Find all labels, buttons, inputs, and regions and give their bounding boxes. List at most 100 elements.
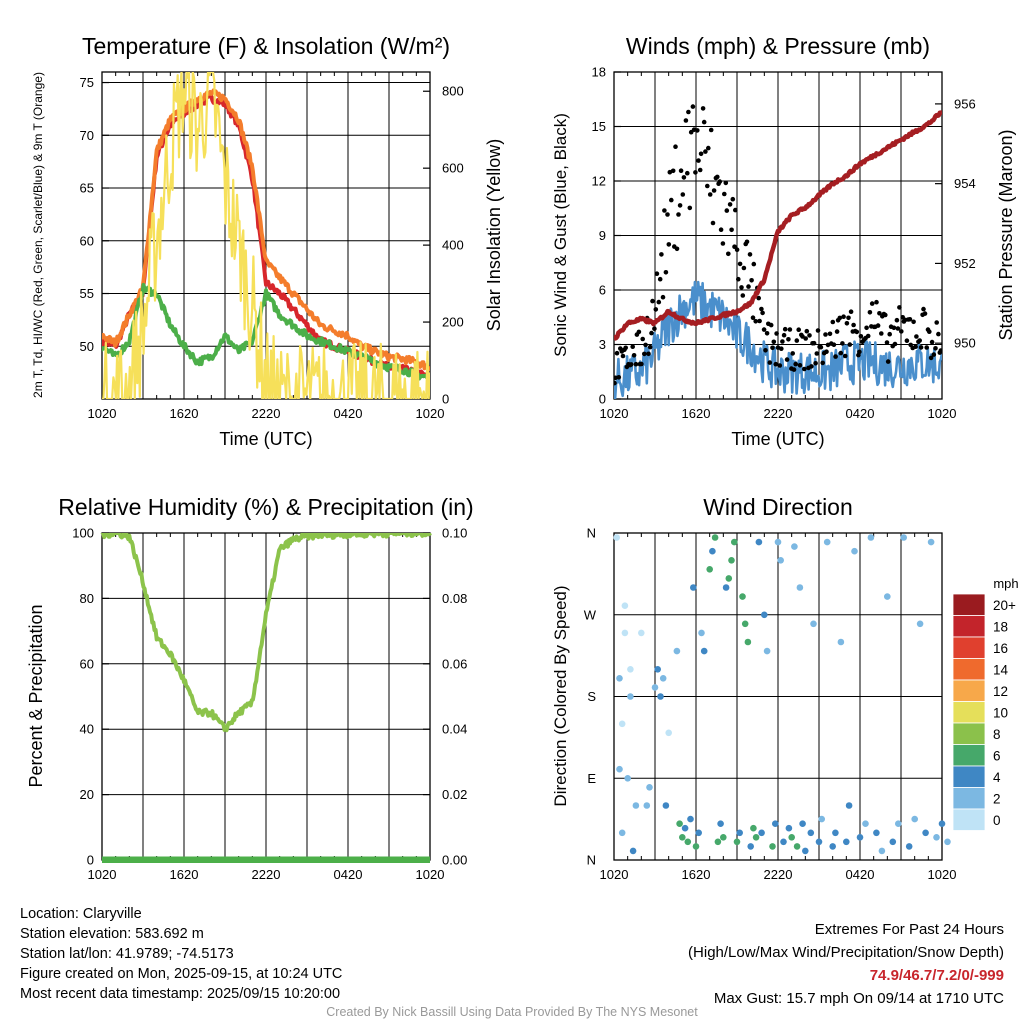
gust-point bbox=[899, 329, 904, 334]
direction-point bbox=[632, 802, 640, 809]
y-tick-label: 60 bbox=[80, 656, 94, 671]
gust-point bbox=[807, 333, 812, 338]
gust-point bbox=[847, 342, 853, 347]
gust-point bbox=[690, 104, 696, 109]
legend-label: 6 bbox=[993, 748, 1001, 763]
legend-swatch bbox=[952, 615, 986, 638]
gust-point bbox=[666, 242, 672, 247]
y-tick-label: 0 bbox=[87, 853, 94, 868]
chart-title: Wind Direction bbox=[703, 494, 853, 520]
gust-point bbox=[764, 331, 770, 336]
legend-swatch bbox=[952, 658, 986, 681]
gust-point bbox=[727, 202, 733, 207]
y2-tick-label: 200 bbox=[442, 315, 464, 330]
y-tick-label: 12 bbox=[592, 174, 606, 189]
direction-point bbox=[684, 838, 692, 846]
x-tick-label: 2220 bbox=[252, 867, 281, 882]
series-lines bbox=[614, 104, 942, 399]
gust-point bbox=[837, 315, 843, 321]
gust-point bbox=[673, 144, 678, 149]
gust-point bbox=[734, 247, 740, 252]
gust-point bbox=[929, 339, 935, 345]
gust-point bbox=[844, 321, 850, 326]
gust-point bbox=[680, 192, 686, 197]
y2-axis-label: Solar Insolation (Yellow) bbox=[484, 139, 504, 331]
direction-point bbox=[618, 829, 626, 837]
extremes-subheading: (High/Low/Max Wind/Precipitation/Snow De… bbox=[688, 944, 1004, 961]
station-info: Location: Claryville Station elevation: … bbox=[20, 904, 342, 1004]
gust-point bbox=[705, 183, 710, 189]
gust-point bbox=[931, 352, 937, 357]
legend-swatch bbox=[952, 722, 986, 745]
y-tick-label: W bbox=[584, 607, 597, 622]
legend-label: 18 bbox=[993, 619, 1008, 634]
humidity-precipitation-panel: 1020 1620 2220 0420 1020 Relative Humidity (%… bbox=[26, 494, 474, 882]
gust-point bbox=[804, 328, 810, 334]
direction-point bbox=[733, 838, 741, 846]
direction-point bbox=[722, 584, 730, 591]
gust-point bbox=[879, 331, 884, 336]
direction-point bbox=[867, 534, 875, 541]
direction-point bbox=[676, 820, 683, 827]
gust-point bbox=[784, 357, 790, 362]
gust-point bbox=[885, 359, 891, 364]
direction-point bbox=[621, 602, 629, 609]
gust-point bbox=[650, 298, 655, 304]
direction-point bbox=[761, 611, 768, 619]
gust-point bbox=[827, 331, 833, 337]
y-tick-label: 50 bbox=[80, 339, 94, 354]
direction-point bbox=[777, 557, 784, 564]
direction-point bbox=[679, 834, 686, 841]
gust-point bbox=[646, 351, 651, 357]
gust-point bbox=[811, 340, 817, 346]
gust-point bbox=[892, 341, 898, 347]
y-tick-label: 3 bbox=[599, 337, 606, 352]
gust-point bbox=[794, 338, 800, 343]
gust-point bbox=[830, 319, 836, 325]
direction-point bbox=[725, 575, 733, 582]
gust-point bbox=[674, 246, 680, 252]
y-tick-label: N bbox=[587, 853, 596, 868]
x-tick-label: 2220 bbox=[252, 406, 281, 421]
direction-point bbox=[785, 824, 793, 832]
gust-point bbox=[759, 306, 764, 312]
direction-point bbox=[646, 784, 653, 791]
gust-point bbox=[739, 285, 744, 290]
direction-point bbox=[772, 820, 779, 827]
legend-swatch bbox=[952, 701, 986, 724]
gust-point bbox=[733, 207, 738, 213]
legend-swatch bbox=[952, 808, 986, 831]
x-tick-label: 0420 bbox=[334, 406, 363, 421]
gust-point bbox=[614, 350, 620, 356]
gust-point bbox=[703, 149, 708, 154]
gust-point bbox=[687, 205, 693, 211]
y2-tick-label: 0.08 bbox=[442, 591, 467, 606]
gust-point bbox=[815, 328, 821, 333]
direction-point bbox=[799, 820, 806, 827]
series-line-station-pressure bbox=[614, 110, 942, 341]
direction-point bbox=[900, 534, 907, 541]
direction-point bbox=[747, 843, 754, 850]
direction-point bbox=[665, 729, 672, 737]
direction-point bbox=[938, 820, 946, 827]
x-tick-label: 1620 bbox=[682, 867, 711, 882]
chart-title: Winds (mph) & Pressure (mb) bbox=[626, 33, 930, 59]
gust-point bbox=[677, 203, 683, 208]
gust-point bbox=[729, 227, 734, 233]
direction-point bbox=[818, 815, 825, 823]
direction-point bbox=[796, 584, 804, 591]
gust-point bbox=[774, 331, 779, 336]
direction-point bbox=[662, 802, 670, 809]
gust-point bbox=[708, 127, 714, 133]
series-line-9m-t bbox=[102, 88, 430, 371]
series-line-sonic-wind bbox=[614, 280, 942, 399]
direction-point bbox=[837, 638, 845, 646]
legend-swatch bbox=[952, 636, 986, 659]
gust-point bbox=[630, 344, 635, 350]
direction-point bbox=[927, 538, 935, 546]
direction-point bbox=[845, 802, 853, 809]
chart-title: Temperature (F) & Insolation (W/m²) bbox=[82, 33, 450, 59]
legend-label: 20+ bbox=[993, 598, 1016, 613]
direction-point bbox=[815, 838, 823, 846]
gust-point bbox=[777, 363, 783, 368]
